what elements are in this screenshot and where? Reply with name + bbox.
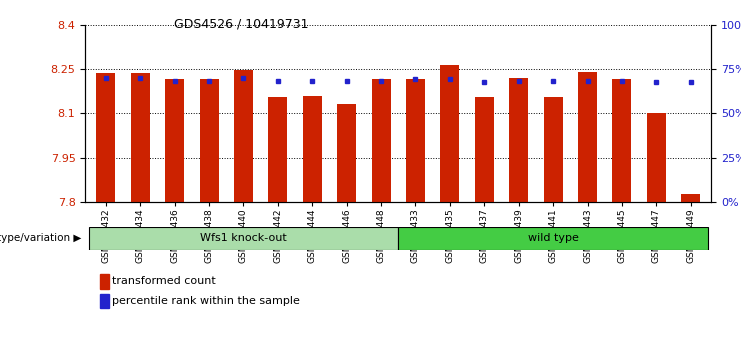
Bar: [681, 194, 700, 202]
Bar: [96, 73, 116, 202]
Text: percentile rank within the sample: percentile rank within the sample: [112, 296, 300, 306]
Bar: [578, 72, 597, 202]
Bar: [89, 227, 399, 250]
Bar: [199, 79, 219, 202]
Text: genotype/variation ▶: genotype/variation ▶: [0, 233, 82, 243]
Bar: [475, 97, 494, 202]
Bar: [399, 227, 708, 250]
Text: GDS4526 / 10419731: GDS4526 / 10419731: [174, 18, 309, 31]
Bar: [406, 79, 425, 202]
Bar: [165, 79, 184, 202]
Bar: [268, 97, 288, 202]
Bar: [544, 97, 562, 202]
Bar: [440, 64, 459, 202]
Bar: [509, 78, 528, 202]
Bar: [647, 113, 665, 202]
Bar: [303, 96, 322, 202]
Text: wild type: wild type: [528, 233, 579, 243]
Bar: [131, 73, 150, 202]
Bar: [613, 79, 631, 202]
Bar: [234, 70, 253, 202]
Bar: [337, 104, 356, 202]
Text: Wfs1 knock-out: Wfs1 knock-out: [200, 233, 287, 243]
Bar: [372, 79, 391, 202]
Text: transformed count: transformed count: [112, 276, 216, 286]
